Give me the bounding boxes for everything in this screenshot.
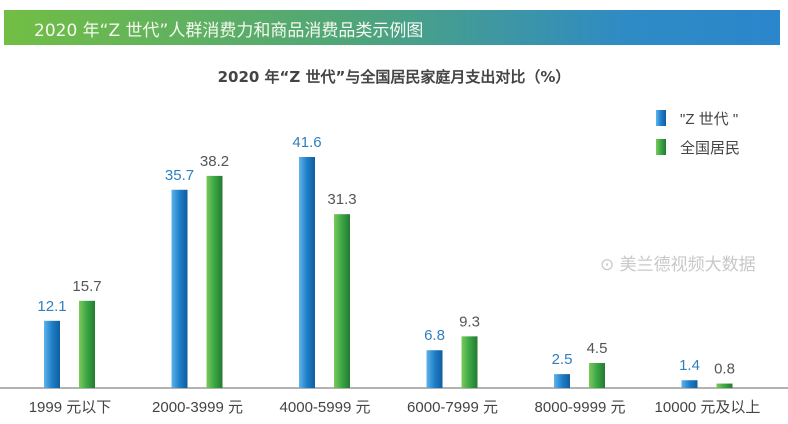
- data-label: 41.6: [292, 134, 321, 151]
- data-label: 38.2: [200, 153, 229, 170]
- bar-z-2: [299, 157, 315, 388]
- bar-z-5: [681, 380, 698, 388]
- bar-z-1: [171, 189, 188, 388]
- watermark: ⊙ 美兰德视频大数据: [600, 255, 756, 275]
- watermark-text: 美兰德视频大数据: [619, 255, 756, 275]
- legend-label-z: "Z 世代 ": [680, 111, 738, 128]
- data-label: 0.8: [714, 361, 735, 378]
- x-tick-label: 4000-5999 元: [280, 399, 371, 416]
- data-label: 6.8: [424, 327, 445, 344]
- legend-label-national: 全国居民: [680, 139, 740, 157]
- data-label: 35.7: [165, 167, 194, 184]
- bar-z-4: [554, 374, 570, 388]
- data-label: 12.1: [37, 298, 66, 315]
- data-label: 2.5: [552, 351, 573, 368]
- data-label: 31.3: [327, 191, 356, 208]
- bar-national-2: [334, 214, 350, 388]
- data-label: 15.7: [72, 278, 101, 295]
- bar-national-5: [716, 383, 733, 388]
- chart-title: 2020 年“Z 世代”与全国居民家庭月支出对比（%）: [217, 68, 571, 86]
- x-tick-label: 8000-9999 元: [535, 399, 626, 416]
- bar-national-0: [79, 300, 95, 388]
- title-banner: 2020 年“Z 世代”人群消费力和商品消费品类示例图: [4, 10, 780, 45]
- data-label: 9.3: [459, 313, 480, 330]
- bar-national-1: [206, 175, 223, 388]
- data-label: 4.5: [587, 340, 608, 357]
- bar-national-4: [589, 363, 605, 388]
- x-tick-label: 2000-3999 元: [152, 399, 243, 416]
- legend-swatch-national: [656, 139, 666, 155]
- x-tick-label: 1999 元以下: [29, 399, 112, 416]
- bar-z-3: [426, 350, 443, 388]
- bar-national-3: [461, 336, 478, 388]
- bar-z-0: [44, 320, 60, 388]
- x-tick-label: 10000 元及以上: [655, 399, 761, 416]
- data-label: 1.4: [679, 357, 700, 374]
- legend: "Z 世代 " 全国居民: [656, 110, 740, 157]
- x-tick-label: 6000-7999 元: [407, 399, 498, 416]
- banner-title: 2020 年“Z 世代”人群消费力和商品消费品类示例图: [34, 21, 424, 41]
- legend-swatch-z: [656, 110, 666, 126]
